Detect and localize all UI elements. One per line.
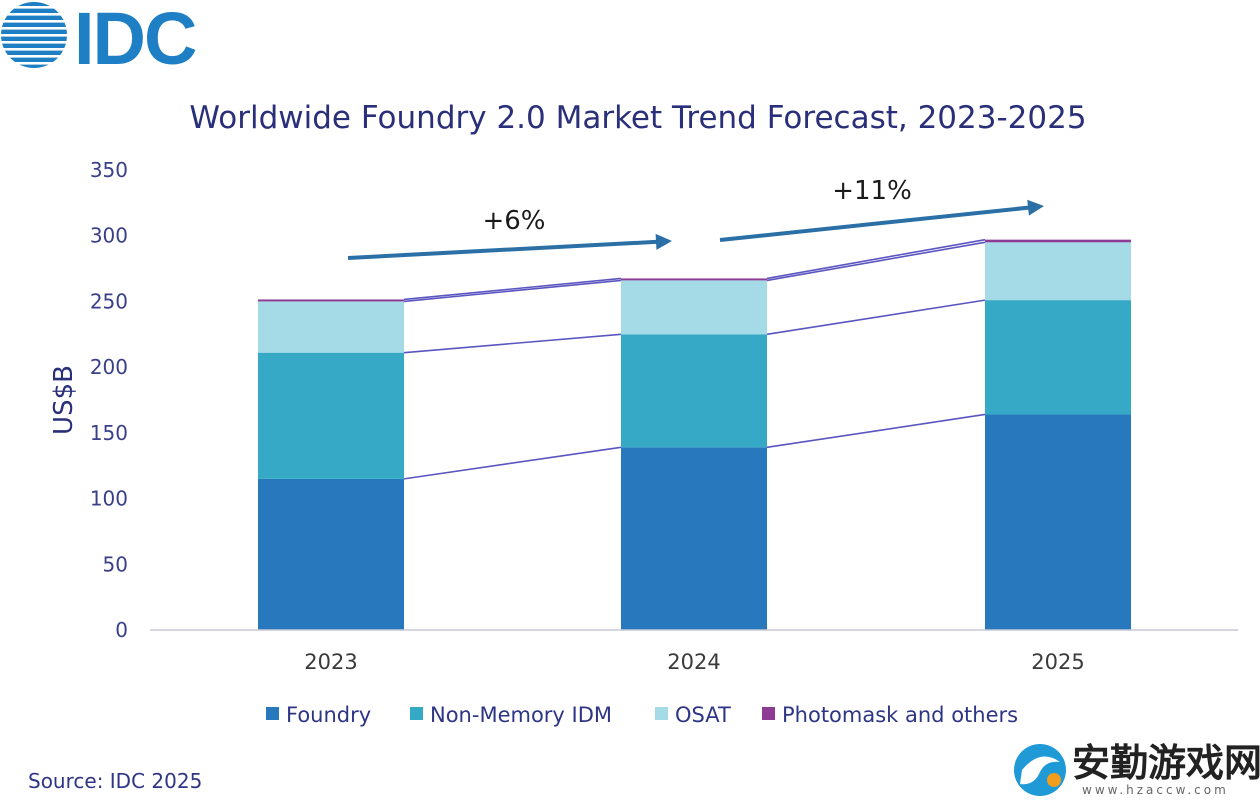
bars: [258, 239, 1131, 630]
bar-non-memory-idm-2023: [258, 352, 404, 479]
bar-osat-2023: [258, 301, 404, 353]
growth-arrow: [347, 239, 661, 260]
legend-swatch: [655, 707, 668, 720]
legend-label: Foundry: [286, 703, 371, 727]
connector-line: [403, 333, 622, 354]
x-axis-ticks: 2023 2024 2025: [304, 650, 1084, 674]
connector-line: [403, 446, 622, 480]
y-tick-label: 100: [90, 487, 128, 511]
y-tick-label: 350: [90, 158, 128, 182]
legend-swatch: [410, 707, 423, 720]
watermark-url: www.hzaccw.com: [1082, 783, 1229, 797]
bar-photomask-and-others-2025: [985, 239, 1131, 243]
globe-icon: [0, 2, 70, 68]
y-axis-label: US$B: [49, 365, 79, 435]
connector-line: [403, 277, 622, 301]
growth-label: +6%: [482, 206, 545, 236]
watermark-name: 安勤游戏网: [1072, 741, 1260, 785]
x-tick-label: 2023: [304, 650, 357, 674]
bar-non-memory-idm-2024: [621, 334, 767, 448]
bar-photomask-and-others-2023: [258, 299, 404, 302]
legend: Foundry Non-Memory IDM OSAT Photomask and o…: [266, 703, 1018, 727]
growth-arrowhead: [655, 233, 672, 250]
connector-line: [766, 238, 986, 280]
x-tick-label: 2024: [667, 650, 720, 674]
growth-annotations: +6% +11%: [347, 176, 1044, 260]
y-tick-label: 50: [103, 552, 128, 576]
bar-foundry-2025: [985, 414, 1131, 630]
y-tick-label: 0: [115, 618, 128, 642]
watermark-logo-icon: [1014, 744, 1066, 796]
idc-logo: IDC: [0, 0, 198, 80]
x-tick-label: 2025: [1031, 650, 1084, 674]
chart-title: Worldwide Foundry 2.0 Market Trend Forec…: [189, 100, 1086, 136]
connector-line: [766, 413, 986, 449]
source-note: Source: IDC 2025: [28, 769, 202, 793]
bar-non-memory-idm-2025: [985, 300, 1131, 415]
legend-label: Photomask and others: [782, 703, 1018, 727]
bar-osat-2025: [985, 242, 1131, 301]
growth-label: +11%: [832, 176, 912, 206]
legend-label: Non-Memory IDM: [430, 703, 612, 727]
growth-arrow: [719, 205, 1033, 242]
y-tick-label: 150: [90, 421, 128, 445]
series-connectors: [403, 238, 986, 480]
bar-foundry-2023: [258, 478, 404, 630]
bar-foundry-2024: [621, 447, 767, 630]
watermark: 安勤游戏网 www.hzaccw.com: [1014, 741, 1260, 797]
growth-arrowhead: [1027, 199, 1044, 216]
y-tick-label: 300: [90, 224, 128, 248]
legend-swatch: [762, 707, 775, 720]
connector-line: [766, 299, 986, 336]
y-tick-label: 250: [90, 289, 128, 313]
legend-swatch: [266, 707, 279, 720]
logo-text: IDC: [74, 0, 196, 80]
y-tick-label: 200: [90, 355, 128, 379]
bar-osat-2024: [621, 280, 767, 335]
legend-label: OSAT: [675, 703, 731, 727]
connector-line: [766, 241, 986, 282]
connector-line: [403, 279, 622, 303]
bar-photomask-and-others-2024: [621, 278, 767, 281]
y-axis-ticks: 0 50 100 150 200 250 300 350: [90, 158, 128, 642]
